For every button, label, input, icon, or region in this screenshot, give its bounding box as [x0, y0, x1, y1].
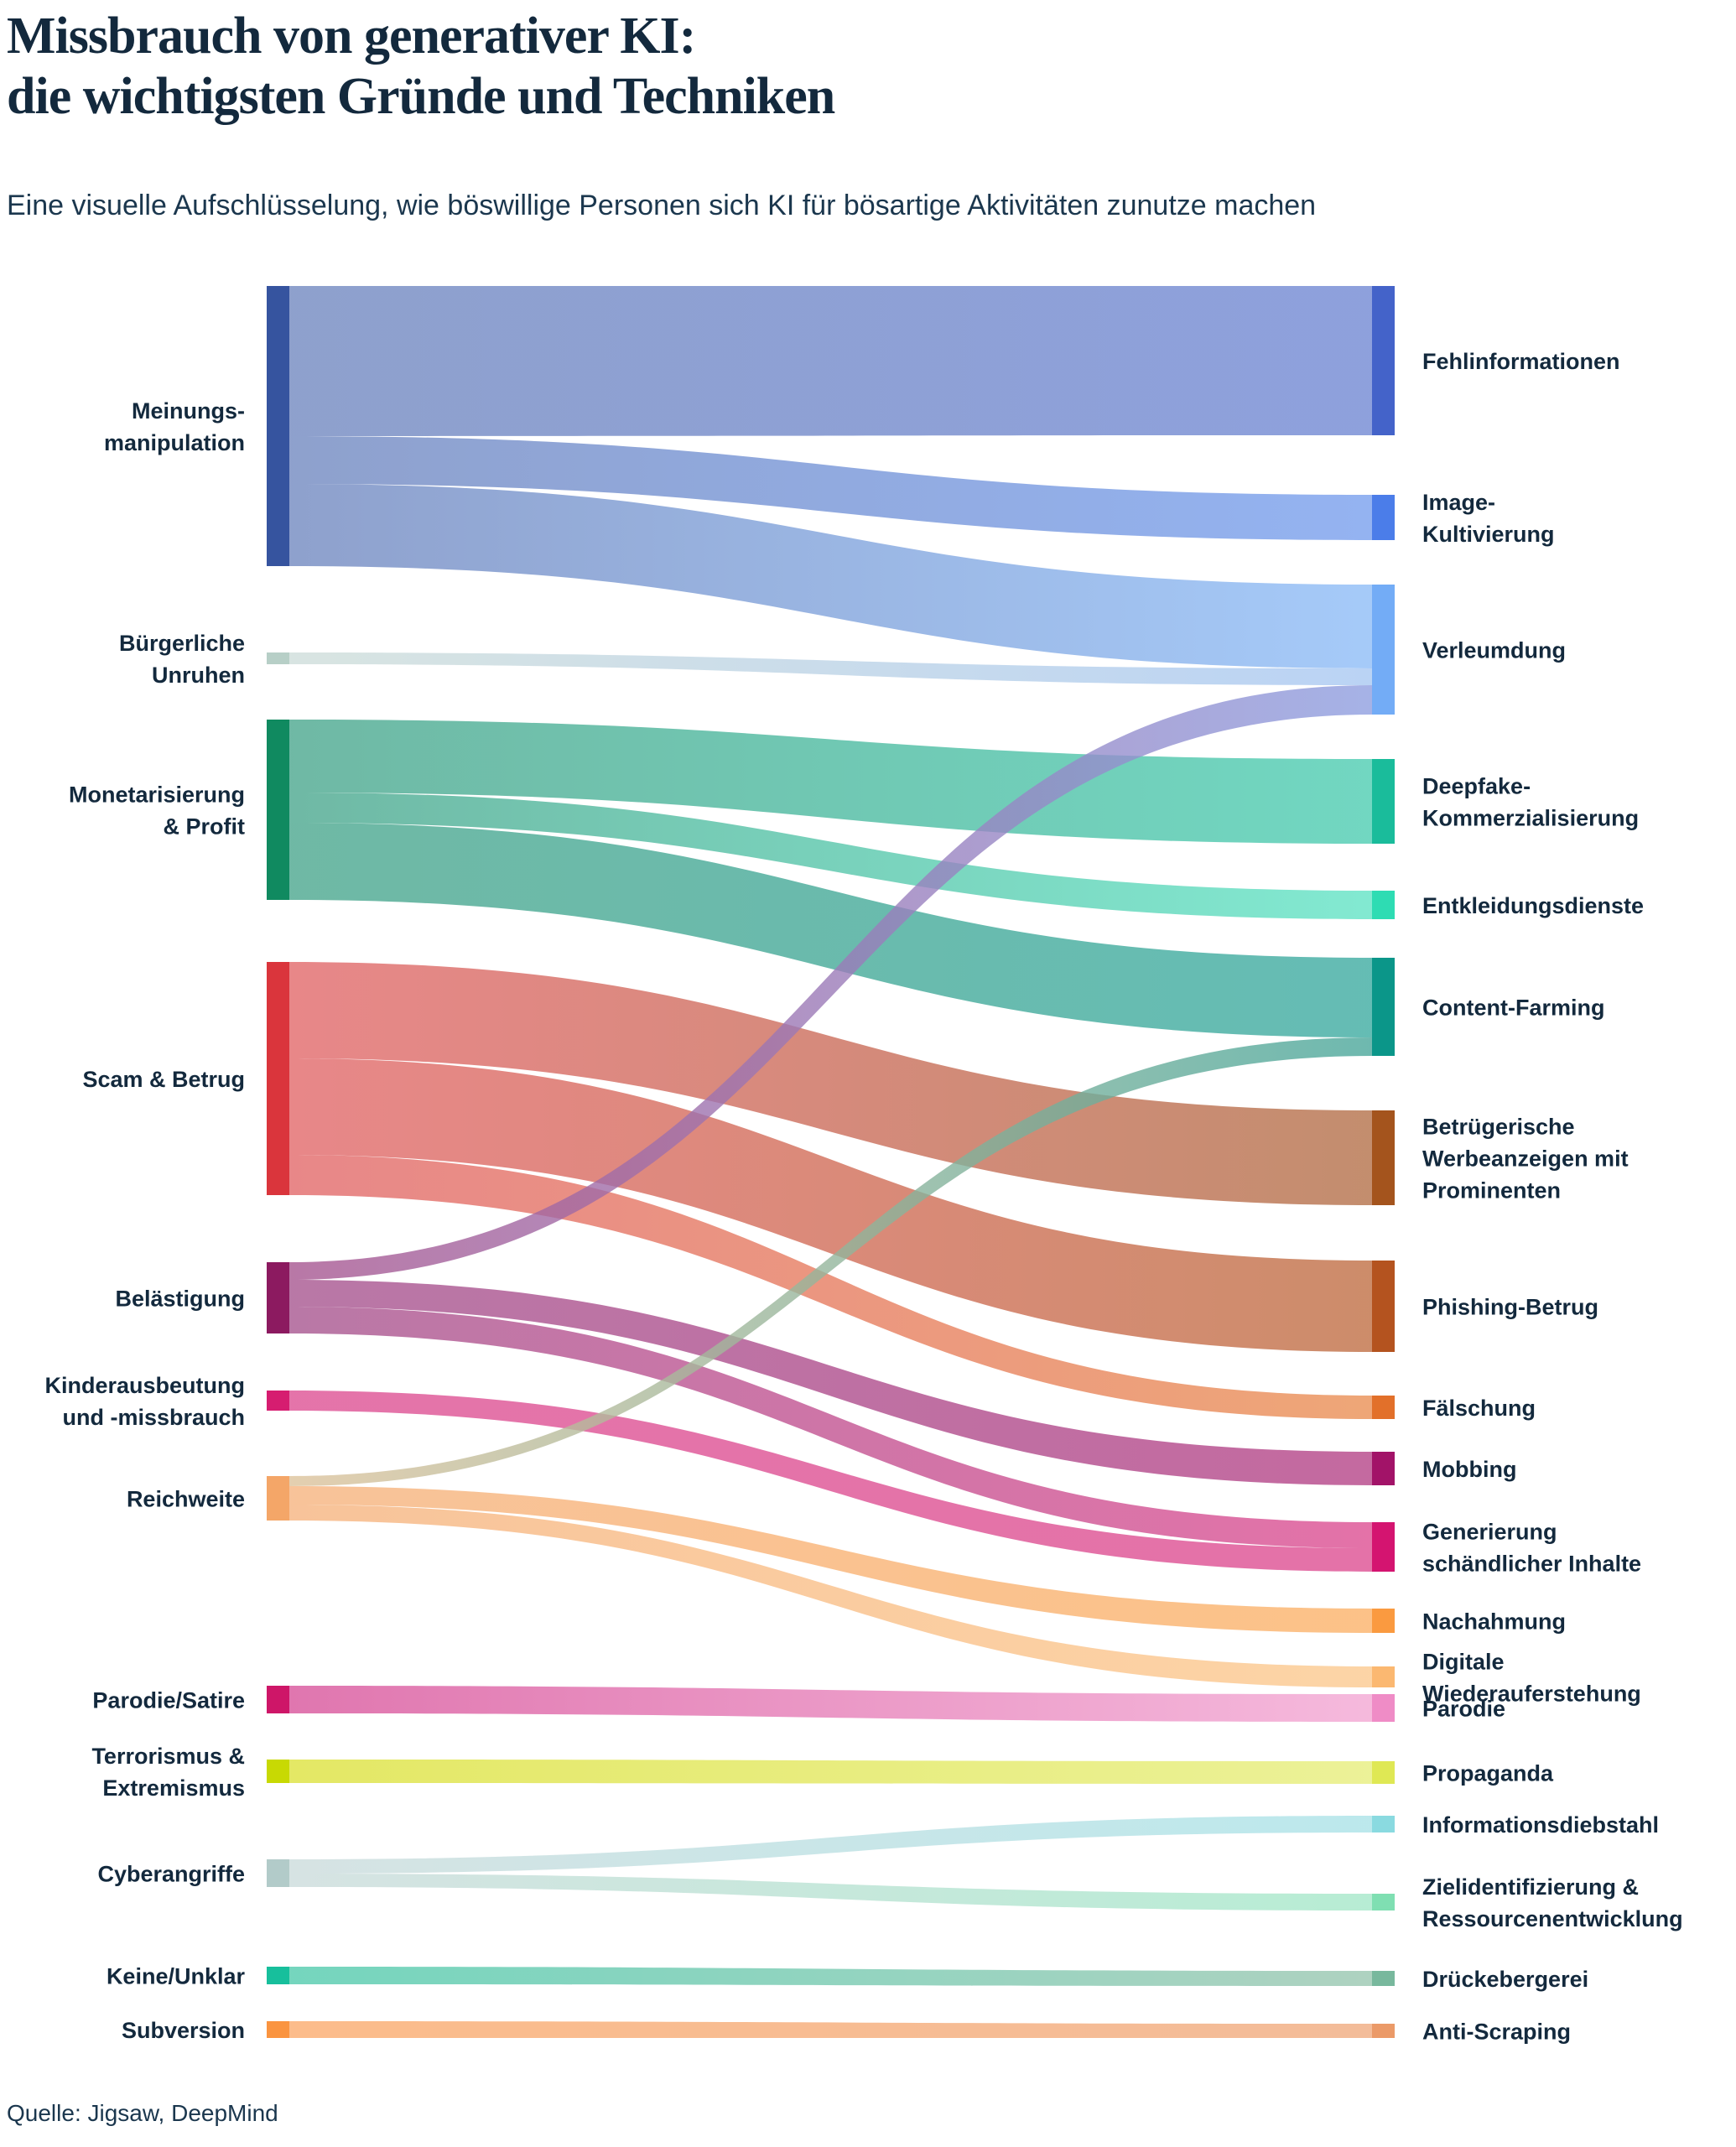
- sankey-label-left-terrorismus: Terrorismus & Extremismus: [91, 1744, 245, 1801]
- sankey-label-right-informationsdiebstahl: Informationsdiebstahl: [1422, 1812, 1659, 1838]
- sankey-flow-meinungsmanipulation-verleumdung: [289, 484, 1372, 668]
- sankey-target-node-nachahmung: [1372, 1609, 1395, 1633]
- sankey-source-node-belaestigung: [267, 1262, 289, 1333]
- sankey-label-left-reichweite: Reichweite: [127, 1487, 245, 1512]
- sankey-label-left-parodie_satire: Parodie/Satire: [92, 1688, 245, 1713]
- sankey-target-node-verleumdung: [1372, 585, 1395, 715]
- sankey-source-node-meinungsmanipulation: [267, 286, 289, 566]
- sankey-label-right-nachahmung: Nachahmung: [1422, 1609, 1566, 1635]
- sankey-label-right-mobbing: Mobbing: [1422, 1457, 1516, 1482]
- sankey-target-node-propaganda: [1372, 1761, 1395, 1784]
- sankey-flow-terrorismus-propaganda: [289, 1760, 1372, 1784]
- sankey-flow-buergerliche_unruhen-verleumdung: [289, 652, 1372, 685]
- sankey-target-node-deepfake_kommerzialisierung: [1372, 759, 1395, 844]
- sankey-source-node-scam_betrug: [267, 962, 289, 1195]
- sankey-flow-scam_betrug-betruegerische_werbeanzeigen: [289, 962, 1372, 1205]
- source-note: Quelle: Jigsaw, DeepMind: [7, 2100, 278, 2126]
- sankey-label-left-kinderausbeutung: Kinderausbeutung und -missbrauch: [44, 1373, 245, 1430]
- sankey-source-node-monetarisierung: [267, 720, 289, 900]
- sankey-source-node-terrorismus: [267, 1760, 289, 1783]
- sankey-label-right-parodie: Parodie: [1422, 1697, 1505, 1722]
- sankey-label-left-belaestigung: Belästigung: [115, 1287, 245, 1312]
- sankey-flow-scam_betrug-faelschung: [289, 1155, 1372, 1419]
- sankey-flow-belaestigung-verleumdung: [289, 685, 1372, 1280]
- sankey-label-left-keine_unklar: Keine/Unklar: [107, 1964, 246, 1989]
- sankey-flow-scam_betrug-phishing_betrug: [289, 1058, 1372, 1352]
- sankey-flow-subversion-anti_scraping: [289, 2021, 1372, 2038]
- sankey-flow-belaestigung-mobbing: [289, 1280, 1372, 1485]
- sankey-label-right-fehlinformationen: Fehlinformationen: [1422, 349, 1620, 374]
- sankey-label-right-zielidentifizierung: Zielidentifizierung & Ressourcenentwicklu…: [1422, 1874, 1683, 1931]
- sankey-flow-reichweite-content_farming: [289, 1037, 1372, 1486]
- sankey-source-node-parodie_satire: [267, 1686, 289, 1713]
- sankey-label-left-monetarisierung: Monetarisierung & Profit: [69, 782, 245, 840]
- sankey-flow-meinungsmanipulation-image_kultivierung: [289, 436, 1372, 540]
- sankey-target-node-faelschung: [1372, 1396, 1395, 1419]
- page-subtitle: Eine visuelle Aufschlüsselung, wie böswi…: [7, 190, 1317, 221]
- sankey-label-right-drueckebergerei: Drückebergerei: [1422, 1967, 1588, 1992]
- sankey-source-node-cyberangriffe: [267, 1859, 289, 1887]
- sankey-source-node-subversion: [267, 2021, 289, 2038]
- sankey-label-right-deepfake_kommerzialisierung: Deepfake-Kommerzialisierung: [1422, 774, 1639, 831]
- sankey-label-left-subversion: Subversion: [122, 2018, 245, 2043]
- sankey-target-node-phishing_betrug: [1372, 1261, 1395, 1352]
- sankey-target-node-digitale_wiederauferstehung: [1372, 1666, 1395, 1687]
- sankey-flow-reichweite-digitale_wiederauferstehung: [289, 1505, 1372, 1687]
- sankey-label-right-faelschung: Fälschung: [1422, 1396, 1536, 1421]
- sankey-flow-reichweite-nachahmung: [289, 1486, 1372, 1633]
- sankey-label-right-betruegerische_werbeanzeigen: Betrügerische Werbeanzeigen mit Prominente…: [1422, 1115, 1629, 1203]
- sankey-flow-parodie_satire-parodie: [289, 1686, 1372, 1722]
- sankey-label-right-verleumdung: Verleumdung: [1422, 638, 1566, 663]
- sankey-target-node-image_kultivierung: [1372, 495, 1395, 540]
- sankey-label-left-meinungsmanipulation: Meinungs-manipulation: [104, 398, 245, 455]
- sankey-flow-monetarisierung-deepfake_kommerzialisierung: [289, 720, 1372, 844]
- sankey-label-right-content_farming: Content-Farming: [1422, 996, 1604, 1021]
- sankey-flow-cyberangriffe-zielidentifizierung: [289, 1874, 1372, 1910]
- sankey-label-right-digitale_wiederauferstehung: Digitale Wiederauferstehung: [1422, 1650, 1641, 1707]
- page-title-line1: Missbrauch von generativer KI:: [7, 8, 696, 65]
- sankey-label-left-buergerliche_unruhen: Bürgerliche Unruhen: [119, 631, 245, 688]
- sankey-target-node-fehlinformationen: [1372, 286, 1395, 435]
- sankey-label-right-generierung_schaendlicher_inhalte: Generierung schändlicher Inhalte: [1422, 1520, 1641, 1577]
- sankey-target-node-parodie: [1372, 1694, 1395, 1722]
- sankey-flow-monetarisierung-entkleidungsdienste: [289, 793, 1372, 919]
- sankey-target-node-mobbing: [1372, 1452, 1395, 1485]
- sankey-target-node-entkleidungsdienste: [1372, 891, 1395, 919]
- sankey-label-right-phishing_betrug: Phishing-Betrug: [1422, 1295, 1598, 1320]
- sankey-target-node-drueckebergerei: [1372, 1971, 1395, 1986]
- sankey-target-node-anti_scraping: [1372, 2024, 1395, 2038]
- sankey-label-left-cyberangriffe: Cyberangriffe: [97, 1862, 245, 1887]
- sankey-flow-belaestigung-generierung_schaendlicher_inhalte: [289, 1307, 1372, 1548]
- sankey-label-right-entkleidungsdienste: Entkleidungsdienste: [1422, 893, 1644, 918]
- sankey-target-node-zielidentifizierung: [1372, 1894, 1395, 1910]
- sankey-label-right-propaganda: Propaganda: [1422, 1761, 1554, 1786]
- page-title-line2: die wichtigsten Gründe und Techniken: [7, 67, 835, 125]
- sankey-flow-monetarisierung-content_farming: [289, 823, 1372, 1037]
- sankey-source-node-keine_unklar: [267, 1967, 289, 1984]
- sankey-target-node-informationsdiebstahl: [1372, 1816, 1395, 1832]
- sankey-flow-meinungsmanipulation-fehlinformationen: [289, 286, 1372, 436]
- sankey-source-node-kinderausbeutung: [267, 1391, 289, 1411]
- sankey-source-node-buergerliche_unruhen: [267, 652, 289, 664]
- sankey-target-node-generierung_schaendlicher_inhalte: [1372, 1522, 1395, 1572]
- sankey-source-node-reichweite: [267, 1476, 289, 1521]
- sankey-flow-cyberangriffe-informationsdiebstahl: [289, 1816, 1372, 1874]
- sankey-label-right-image_kultivierung: Image-Kultivierung: [1422, 490, 1555, 547]
- sankey-label-left-scam_betrug: Scam & Betrug: [82, 1067, 245, 1092]
- sankey-label-right-anti_scraping: Anti-Scraping: [1422, 2020, 1571, 2045]
- page-title: Missbrauch von generativer KI: die wicht…: [7, 7, 835, 127]
- sankey-flow-keine_unklar-drueckebergerei: [289, 1967, 1372, 1986]
- sankey-target-node-betruegerische_werbeanzeigen: [1372, 1110, 1395, 1205]
- sankey-flow-kinderausbeutung-generierung_schaendlicher_inhalte: [289, 1391, 1372, 1572]
- sankey-target-node-content_farming: [1372, 958, 1395, 1056]
